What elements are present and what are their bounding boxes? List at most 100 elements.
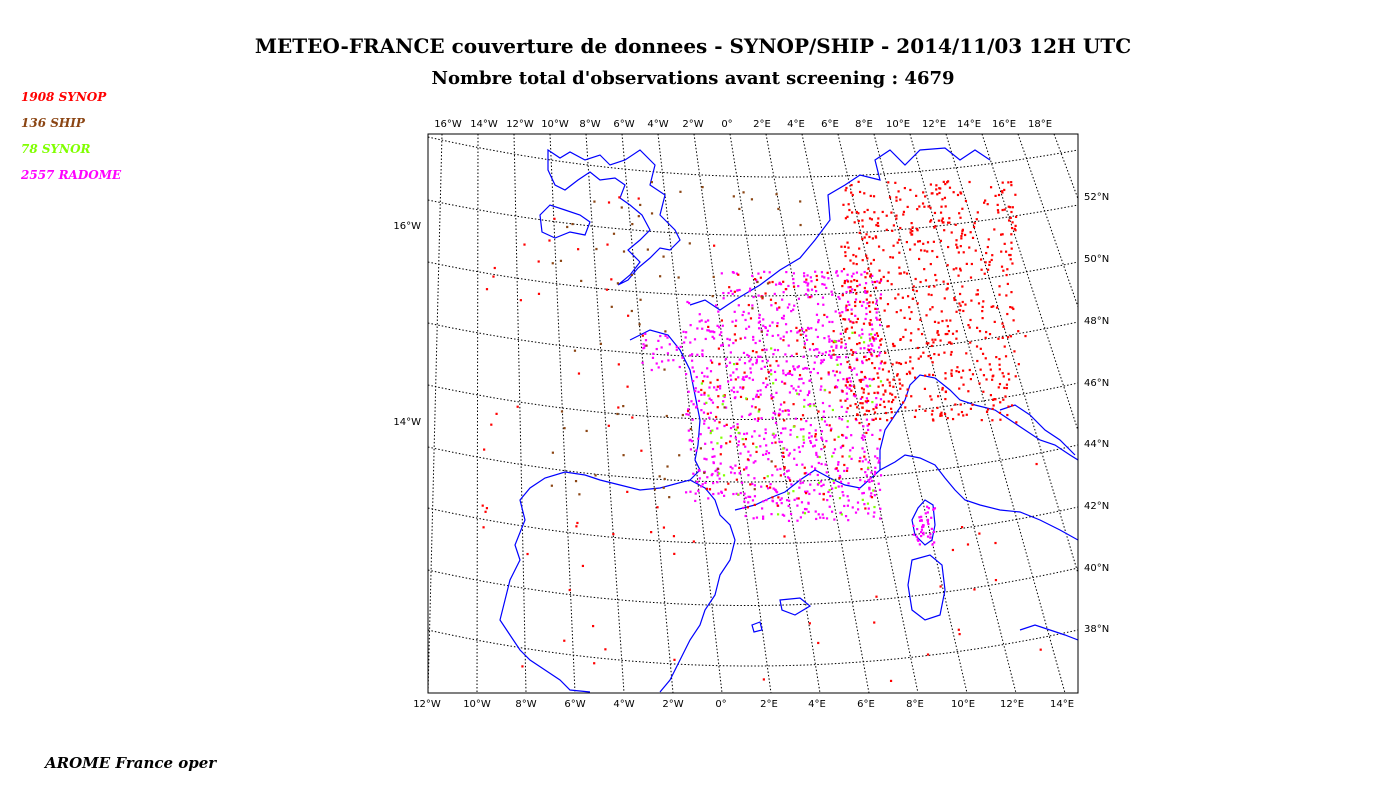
obs-synop [761,297,764,300]
obs-synor [861,498,864,501]
obs-synop [866,257,869,260]
obs-radome [852,394,856,397]
obs-synop [784,288,787,291]
obs-radome [756,389,759,393]
obs-radome [731,271,734,274]
obs-synop [843,318,847,321]
obs-radome [857,487,861,491]
obs-radome [817,461,820,465]
obs-radome [789,330,793,333]
obs-radome [751,274,754,277]
obs-synop [607,201,611,204]
obs-radome [838,356,841,359]
obs-radome [692,472,695,475]
obs-synor [792,490,795,493]
obs-radome [870,348,873,351]
obs-radome [827,373,830,376]
obs-radome [814,429,817,432]
obs-radome [720,444,723,448]
obs-ship [594,474,597,477]
obs-radome [854,395,857,398]
obs-radome [800,501,804,504]
obs-radome [830,345,833,348]
obs-ship [689,427,692,431]
obs-synop [751,349,755,353]
obs-synop [888,196,892,199]
obs-radome [715,388,718,391]
obs-synop [985,251,988,255]
obs-radome [864,471,867,474]
obs-synop [864,507,867,510]
meridian-line [585,134,625,693]
obs-synop [903,316,906,319]
obs-radome [916,538,919,541]
obs-synop [879,417,882,421]
obs-radome [779,467,782,471]
obs-radome [766,487,770,490]
obs-synor [866,502,870,505]
obs-synop [843,279,847,283]
obs-radome [738,288,741,292]
obs-radome [771,500,775,503]
obs-synor [770,373,773,376]
obs-synop [872,195,876,198]
obs-synop [855,210,858,214]
obs-synop [935,279,938,282]
obs-synop [723,394,726,397]
legend-synop: 1908 SYNOP [21,90,107,104]
obs-radome [729,374,732,377]
obs-radome [867,478,870,482]
obs-radome [692,370,695,373]
obs-synop [871,237,875,240]
obs-radome [807,502,810,505]
obs-synop [826,271,829,274]
obs-radome [832,451,835,455]
obs-radome [868,377,871,381]
obs-synop [716,406,719,409]
obs-radome [802,511,805,514]
obs-synop [864,276,867,279]
obs-radome [843,504,846,508]
obs-synop [992,305,995,308]
obs-radome [763,365,766,368]
obs-synor [770,347,773,350]
obs-radome [729,289,733,293]
obs-synor [834,340,837,343]
obs-radome [833,518,836,521]
obs-synop [897,293,900,296]
obs-synop [916,302,919,305]
obs-radome [823,420,827,423]
obs-synop [865,409,868,412]
obs-radome [730,471,733,474]
obs-synop [979,347,982,350]
obs-synop [957,413,960,416]
obs-synop [892,344,895,348]
obs-radome [878,459,881,462]
obs-synop [911,367,914,370]
obs-radome [734,319,738,322]
meridian-line [837,134,968,693]
obs-synop [798,374,802,377]
obs-synop [965,352,968,355]
obs-radome [716,471,720,474]
obs-radome [854,351,857,354]
obs-synop [861,396,864,399]
obs-synor [831,408,835,412]
obs-radome [707,497,710,500]
obs-synor [846,420,849,423]
obs-synop [617,406,620,409]
obs-synor [735,428,738,431]
graticule [428,136,1078,667]
obs-synop [765,485,769,488]
obs-ship [560,410,564,413]
obs-radome [833,448,837,451]
obs-synop [942,280,945,283]
obs-synop [925,342,928,345]
obs-synop [774,441,777,444]
obs-radome [808,492,811,496]
obs-radome [708,416,711,419]
obs-radome [780,431,783,435]
obs-synop [957,628,960,631]
obs-synop [976,211,979,214]
obs-synor [796,392,799,395]
